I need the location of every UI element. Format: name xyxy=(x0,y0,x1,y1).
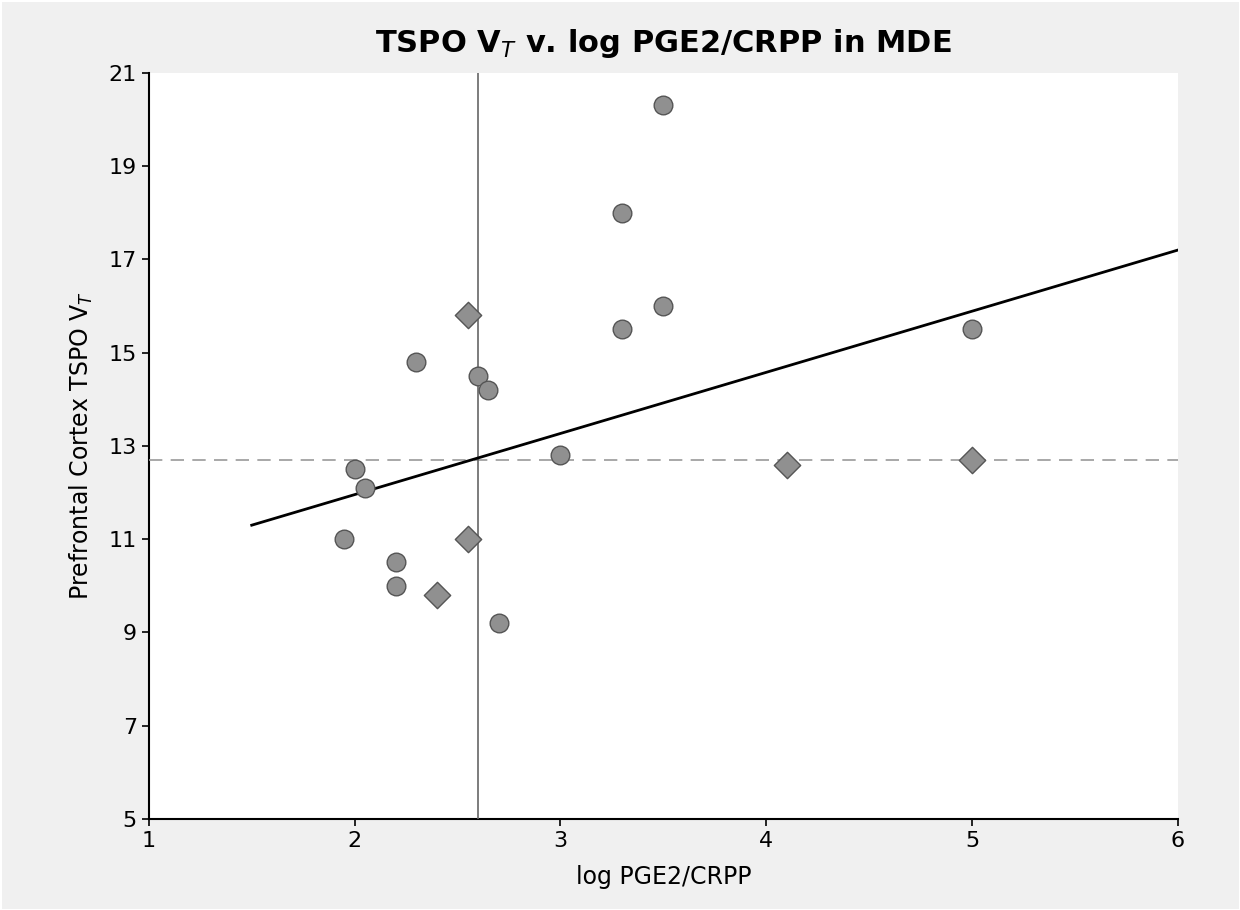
Point xyxy=(613,206,632,220)
Point xyxy=(551,448,570,462)
Point xyxy=(777,457,797,471)
Point xyxy=(386,555,405,570)
Point xyxy=(653,298,673,313)
Point xyxy=(458,531,477,546)
Title: TSPO V$_T$ v. log PGE2/CRPP in MDE: TSPO V$_T$ v. log PGE2/CRPP in MDE xyxy=(374,27,952,60)
Point xyxy=(386,579,405,593)
Point xyxy=(345,462,365,477)
Point xyxy=(458,308,477,322)
X-axis label: log PGE2/CRPP: log PGE2/CRPP xyxy=(575,864,751,889)
Point xyxy=(613,322,632,337)
Point xyxy=(489,616,508,631)
Point xyxy=(962,452,982,467)
Point xyxy=(355,480,374,495)
Point xyxy=(407,355,427,369)
Point xyxy=(335,531,355,546)
Point xyxy=(653,98,673,113)
Point xyxy=(962,322,982,337)
Point xyxy=(469,369,489,383)
Point xyxy=(479,382,498,397)
Point xyxy=(427,588,446,602)
Y-axis label: Prefrontal Cortex TSPO V$_T$: Prefrontal Cortex TSPO V$_T$ xyxy=(67,291,94,601)
